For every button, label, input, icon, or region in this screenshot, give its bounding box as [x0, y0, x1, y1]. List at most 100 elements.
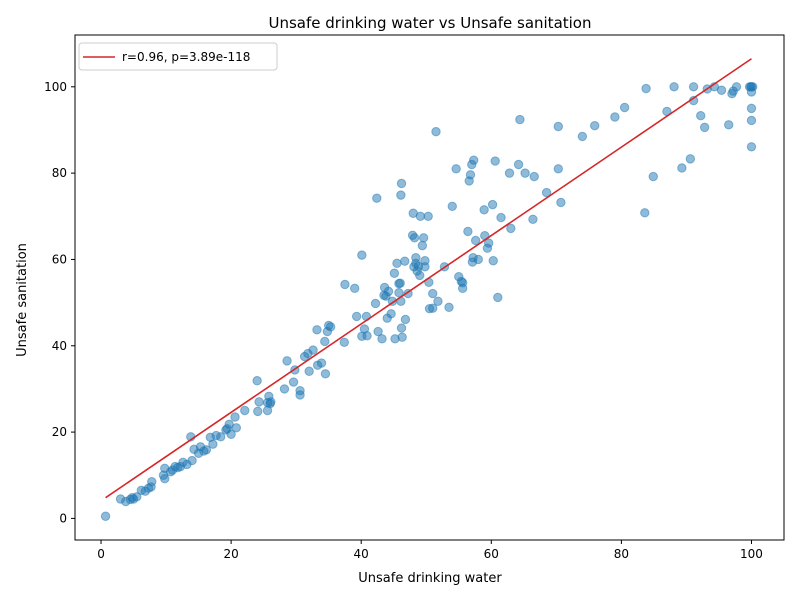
data-point	[383, 286, 394, 297]
data-point	[699, 122, 710, 133]
data-point	[431, 126, 441, 137]
data-point	[394, 287, 404, 298]
data-point	[187, 455, 197, 466]
data-point	[304, 366, 314, 376]
data-point	[423, 211, 433, 221]
data-point	[201, 445, 212, 455]
data-point	[316, 358, 327, 368]
data-point	[746, 142, 757, 152]
x-tick-label: 40	[354, 547, 369, 561]
data-point	[389, 268, 400, 278]
y-tick-label: 60	[52, 252, 67, 266]
data-point	[528, 214, 538, 225]
data-point	[420, 262, 430, 272]
data-point	[731, 82, 742, 92]
data-point	[253, 406, 263, 417]
x-tick-label: 0	[97, 547, 105, 561]
data-point	[288, 377, 299, 387]
data-point	[312, 325, 322, 335]
data-point	[483, 238, 494, 248]
y-tick-label: 40	[52, 339, 67, 353]
plot-frame	[74, 34, 785, 541]
data-point	[473, 254, 483, 265]
data-point	[696, 111, 706, 121]
data-point	[479, 205, 489, 215]
data-point	[372, 193, 382, 203]
data-point	[308, 345, 318, 355]
data-point	[325, 322, 336, 332]
data-point	[208, 439, 218, 449]
data-point	[590, 120, 600, 131]
data-point	[320, 369, 331, 379]
data-point	[520, 168, 530, 178]
data-point	[320, 336, 330, 347]
data-point	[493, 292, 503, 303]
data-point	[266, 397, 276, 407]
data-point	[396, 190, 406, 200]
data-point	[415, 211, 426, 221]
data-point	[396, 178, 407, 189]
data-point	[463, 226, 473, 237]
data-point	[252, 376, 262, 386]
x-tick-label: 20	[223, 547, 238, 561]
fit-line-layer	[105, 58, 752, 499]
data-point	[409, 233, 420, 243]
data-point	[417, 240, 428, 251]
data-point	[716, 85, 727, 95]
data-point	[470, 235, 481, 246]
data-point	[724, 120, 734, 130]
x-tick-label: 80	[614, 547, 629, 561]
data-point	[451, 164, 461, 174]
data-point	[556, 197, 566, 208]
data-point	[240, 405, 250, 416]
data-point	[465, 170, 476, 180]
data-point	[669, 82, 679, 92]
data-point	[254, 397, 264, 407]
data-point	[504, 168, 515, 178]
data-point	[677, 163, 687, 173]
data-point	[147, 477, 157, 487]
data-point	[641, 83, 651, 94]
x-tick-label: 100	[740, 547, 763, 561]
points-layer	[100, 82, 758, 521]
data-point	[577, 131, 588, 142]
data-point	[685, 154, 696, 164]
data-point	[490, 156, 500, 166]
data-point	[282, 356, 292, 366]
data-point	[231, 423, 242, 433]
data-point	[396, 323, 407, 333]
data-point	[350, 283, 360, 294]
x-tick-label: 60	[484, 547, 499, 561]
data-point	[748, 82, 758, 92]
data-point	[515, 114, 525, 125]
data-point	[610, 112, 620, 122]
data-point	[513, 159, 524, 170]
data-point	[496, 212, 506, 223]
y-tick-label: 0	[59, 511, 67, 525]
data-point	[216, 432, 226, 442]
data-point	[386, 309, 396, 319]
y-tick-label: 100	[44, 80, 67, 94]
data-point	[395, 278, 405, 288]
data-point	[279, 384, 290, 394]
data-point	[100, 511, 111, 521]
data-point	[529, 171, 539, 182]
x-axis-label: Unsafe drinking water	[358, 571, 502, 586]
data-point	[444, 302, 454, 313]
data-point	[469, 155, 479, 165]
data-point	[553, 164, 563, 174]
data-point	[400, 314, 411, 325]
data-point	[339, 337, 349, 348]
data-point	[488, 256, 498, 266]
legend-box	[78, 42, 278, 71]
data-point	[400, 256, 410, 266]
data-point	[457, 278, 468, 288]
data-point	[688, 82, 699, 92]
data-point	[487, 199, 498, 210]
data-point	[746, 115, 757, 126]
y-tick-label: 20	[52, 425, 67, 439]
data-point	[428, 288, 438, 299]
data-point	[230, 412, 240, 422]
